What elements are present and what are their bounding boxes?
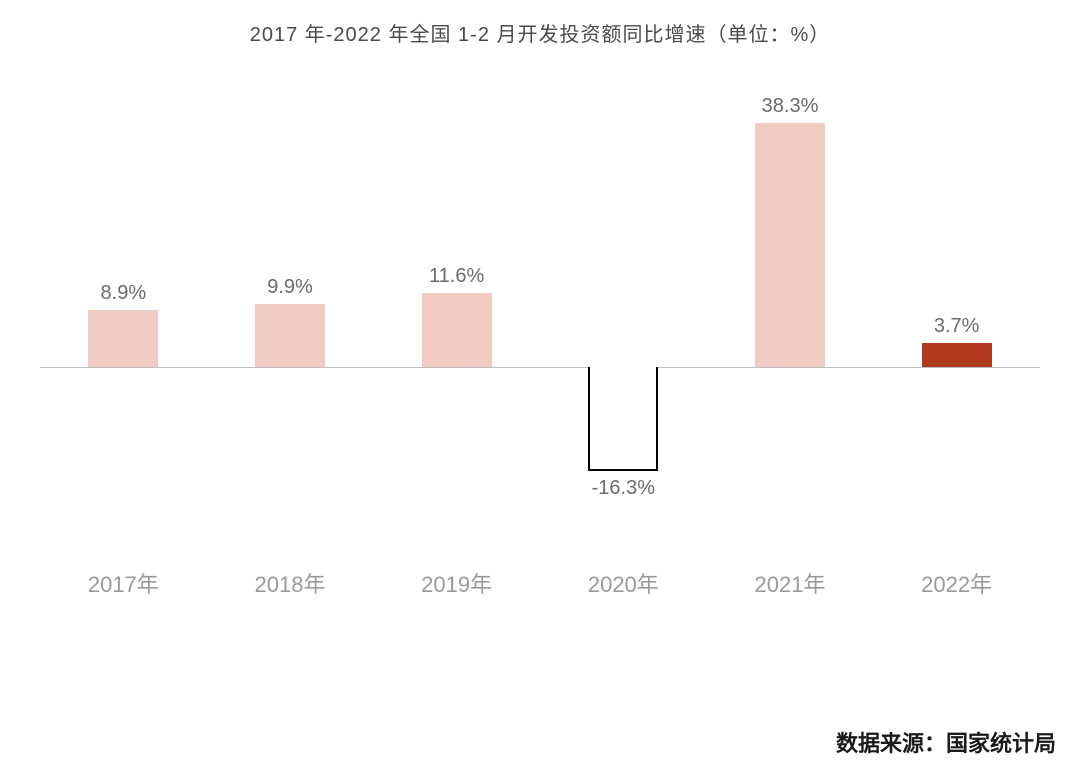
category-label: 2020年	[588, 567, 659, 599]
category-label: 2019年	[421, 567, 492, 599]
bar-value-label: 38.3%	[762, 95, 819, 118]
bar	[255, 304, 325, 367]
bar	[88, 310, 158, 367]
category-label: 2021年	[755, 567, 826, 599]
bar-value-label: 11.6%	[429, 265, 484, 288]
bar-value-label: 8.9%	[101, 282, 147, 305]
bar-value-label: 3.7%	[934, 315, 980, 338]
bar-value-label: -16.3%	[592, 477, 655, 500]
bar	[755, 123, 825, 367]
bar	[422, 293, 492, 367]
bar	[922, 343, 992, 367]
data-source-label: 数据来源：国家统计局	[836, 726, 1056, 758]
bar	[588, 367, 658, 471]
category-label: 2018年	[255, 567, 326, 599]
category-label: 2017年	[88, 567, 159, 599]
bar-chart: 8.9% 2017年 9.9% 2018年 11.6% 2019年 -16.3% 2020年 3…	[40, 80, 1040, 654]
bar-value-label: 9.9%	[267, 276, 313, 299]
category-label: 2022年	[921, 567, 992, 599]
zero-baseline	[40, 367, 1040, 368]
chart-title: 2017 年-2022 年全国 1-2 月开发投资额同比增速（单位：%）	[0, 18, 1080, 47]
